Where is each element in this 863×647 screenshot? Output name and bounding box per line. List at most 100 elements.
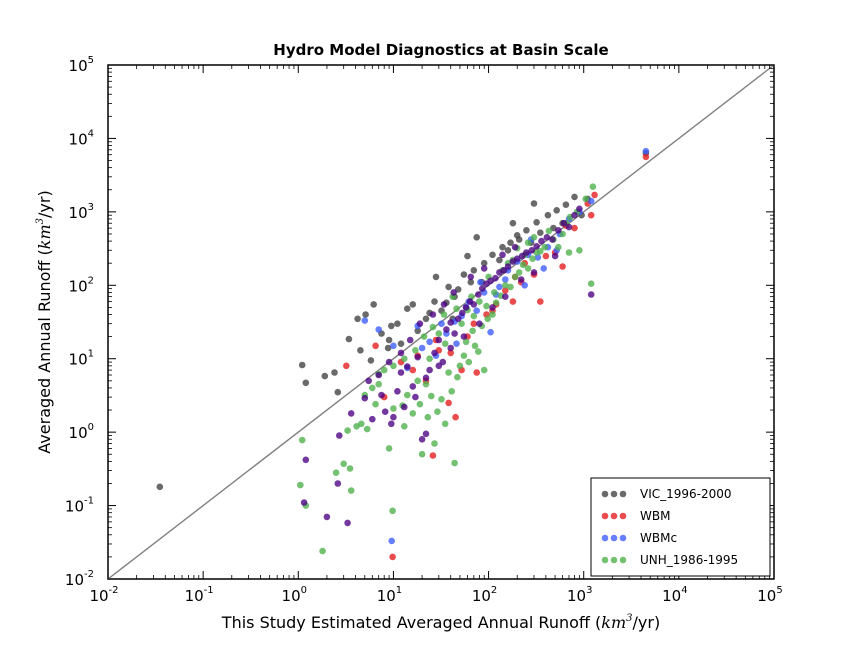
data-point: [450, 289, 458, 296]
x-axis-label-suffix: /yr): [633, 613, 661, 632]
data-point: [576, 205, 583, 213]
data-point: [489, 251, 496, 259]
data-point: [381, 408, 389, 416]
x-tick-label: 102: [472, 585, 497, 605]
data-point: [491, 289, 498, 296]
data-point: [416, 400, 424, 408]
data-point: [511, 273, 519, 281]
data-point: [456, 362, 464, 370]
data-point: [511, 243, 519, 251]
y-tick-label: 102: [69, 275, 94, 295]
data-point: [502, 276, 509, 283]
y-axis-label-suffix: /yr): [35, 190, 54, 218]
data-point: [370, 301, 378, 308]
data-point: [540, 265, 547, 272]
x-axis-label-unit-exp: 3: [626, 613, 632, 624]
data-point: [331, 369, 338, 376]
data-point: [401, 403, 408, 411]
data-point: [492, 299, 500, 307]
data-point: [460, 352, 468, 360]
data-point: [499, 243, 506, 251]
data-point: [509, 219, 517, 227]
data-point: [523, 249, 530, 256]
legend-marker: [610, 512, 618, 520]
data-point: [435, 336, 443, 344]
data-point: [445, 369, 452, 376]
data-point: [401, 355, 408, 363]
data-point: [156, 483, 164, 491]
data-point: [431, 349, 438, 357]
data-point: [530, 200, 538, 207]
data-point: [390, 362, 397, 370]
data-point: [480, 265, 488, 272]
legend-marker: [610, 556, 618, 564]
data-point: [344, 427, 351, 434]
x-axis-label-prefix: This Study Estimated Averaged Annual Run…: [221, 613, 601, 632]
data-point: [424, 413, 432, 421]
data-point: [358, 420, 365, 428]
tick-labels-layer: 10-2 10-1 100 101 102 103 104 105 10-2 10-1 100 101…: [65, 55, 783, 605]
data-point: [507, 283, 514, 291]
data-point: [507, 239, 514, 246]
data-point: [477, 278, 484, 286]
data-point: [537, 298, 544, 305]
data-point: [559, 230, 566, 238]
data-point: [544, 211, 552, 219]
data-point: [334, 480, 342, 487]
data-point: [440, 301, 448, 308]
data-point: [448, 388, 456, 395]
legend-marker: [601, 490, 609, 498]
data-point: [555, 243, 562, 251]
data-point: [513, 255, 521, 262]
data-point: [380, 366, 388, 374]
data-point: [429, 323, 437, 331]
data-point: [469, 327, 476, 335]
data-point: [406, 336, 414, 344]
data-point: [560, 219, 568, 227]
data-point: [521, 282, 528, 289]
x-tick-label: 104: [662, 585, 687, 605]
data-point: [487, 328, 494, 336]
legend-label: VIC_1996-2000: [640, 487, 732, 501]
data-point: [414, 327, 422, 335]
data-point: [454, 373, 461, 381]
data-point: [537, 229, 544, 236]
data-point: [354, 315, 361, 323]
data-point: [473, 234, 481, 241]
data-point: [453, 305, 460, 313]
data-point: [361, 317, 369, 324]
data-point: [464, 252, 471, 260]
data-point: [462, 304, 470, 311]
legend-marker: [601, 512, 609, 520]
data-point: [412, 393, 419, 401]
data-point: [298, 436, 306, 444]
data-point: [302, 379, 310, 387]
data-point: [388, 322, 395, 330]
y-tick-label: 104: [69, 128, 94, 148]
data-point: [345, 335, 353, 343]
legend-marker: [601, 534, 609, 542]
data-point: [412, 347, 419, 354]
data-point: [484, 315, 492, 323]
data-point: [475, 348, 482, 355]
x-tick-label: 10-2: [89, 585, 118, 605]
data-point: [347, 487, 355, 494]
data-point: [323, 513, 331, 521]
data-point: [435, 330, 443, 337]
data-point: [523, 227, 530, 234]
legend-label: WBM: [640, 509, 670, 523]
data-point: [319, 547, 326, 555]
data-point: [533, 219, 540, 226]
data-point: [492, 274, 499, 282]
data-point: [441, 340, 449, 348]
data-point: [489, 304, 496, 311]
data-point: [451, 459, 458, 467]
legend-marker: [619, 534, 627, 542]
data-point: [582, 195, 589, 203]
data-point: [340, 460, 348, 468]
data-point: [504, 247, 512, 254]
data-point: [426, 366, 433, 374]
data-point: [372, 342, 379, 350]
y-tick-label: 101: [69, 349, 94, 369]
data-point: [422, 374, 430, 382]
